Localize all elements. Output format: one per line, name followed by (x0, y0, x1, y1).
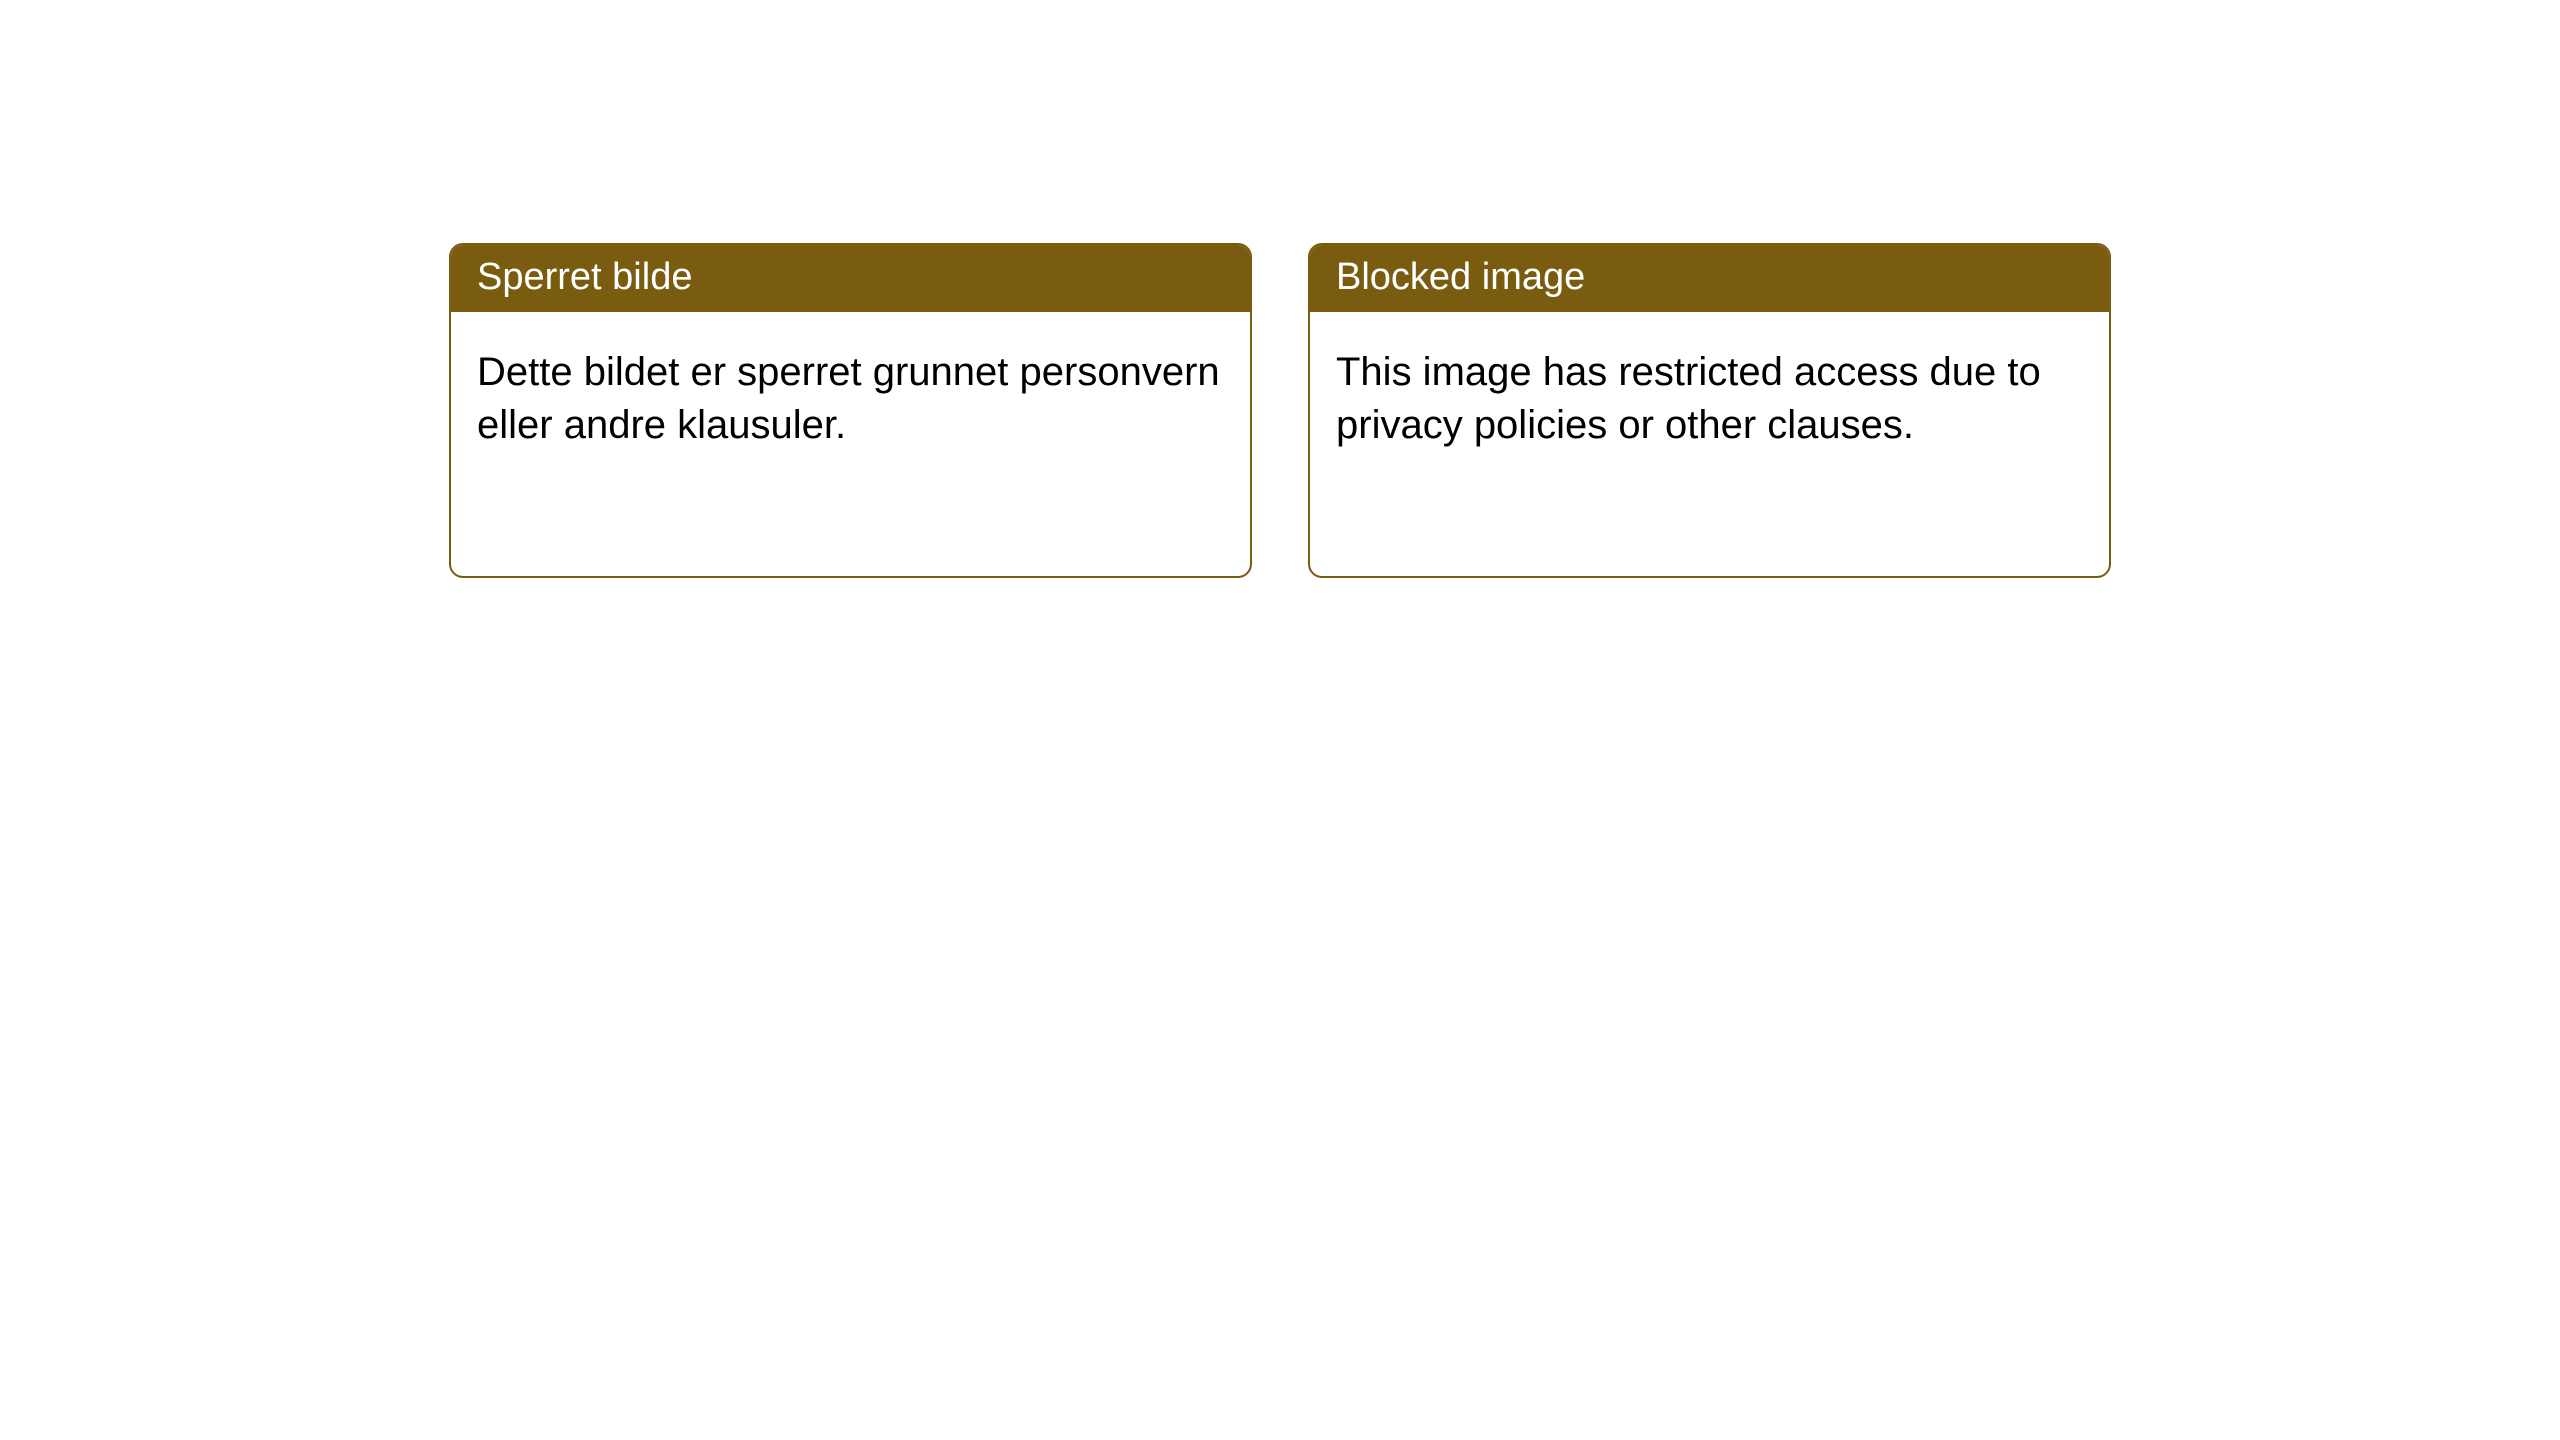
notice-container: Sperret bilde Dette bildet er sperret gr… (0, 0, 2560, 578)
notice-body: Dette bildet er sperret grunnet personve… (451, 312, 1250, 476)
notice-title: Sperret bilde (477, 256, 692, 298)
notice-body: This image has restricted access due to … (1310, 312, 2109, 476)
notice-header: Blocked image (1310, 245, 2109, 312)
notice-text: Dette bildet er sperret grunnet personve… (477, 350, 1220, 447)
notice-header: Sperret bilde (451, 245, 1250, 312)
notice-title: Blocked image (1336, 256, 1585, 298)
notice-card-english: Blocked image This image has restricted … (1308, 243, 2111, 578)
notice-card-norwegian: Sperret bilde Dette bildet er sperret gr… (449, 243, 1252, 578)
notice-text: This image has restricted access due to … (1336, 350, 2041, 447)
